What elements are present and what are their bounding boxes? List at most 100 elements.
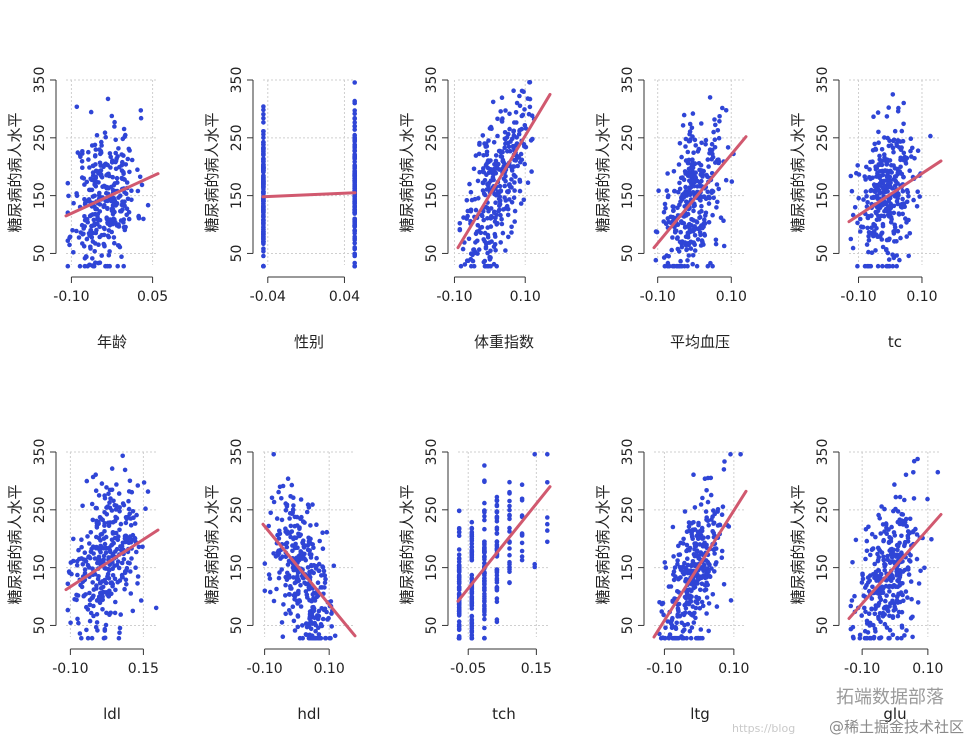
scatter-point <box>709 566 714 571</box>
scatter-point <box>712 145 718 150</box>
scatter-point <box>79 159 85 164</box>
scatter-point <box>698 502 704 507</box>
scatter-point <box>878 619 883 625</box>
scatter-point <box>709 147 715 153</box>
regression-line <box>847 159 943 224</box>
scatter-point <box>511 195 517 200</box>
scatter-point <box>489 126 494 131</box>
scatter-point <box>697 215 702 221</box>
scatter-point <box>460 246 466 252</box>
y-axis-label: 糖尿病的病人水平 <box>789 112 807 232</box>
scatter-point <box>859 580 865 585</box>
scatter-point <box>896 576 902 582</box>
scatter-point <box>469 629 475 635</box>
scatter-point <box>314 522 319 527</box>
scatter-point <box>697 230 703 235</box>
scatter-point <box>684 247 690 252</box>
scatter-point <box>674 236 680 241</box>
scatter-point <box>906 193 911 199</box>
scatter-point <box>314 594 320 600</box>
scatter-point <box>677 141 683 146</box>
scatter-point <box>135 581 140 586</box>
scatter-point <box>103 622 109 628</box>
scatter-point <box>456 579 462 584</box>
scatter-point <box>689 165 695 170</box>
scatter-point <box>288 584 293 589</box>
scatter-point <box>96 556 102 562</box>
scatter-point <box>456 533 462 538</box>
scatter-point <box>107 249 112 254</box>
scatter-point <box>105 205 110 211</box>
scatter-point <box>865 200 870 205</box>
scatter-point <box>98 168 104 173</box>
scatter-point <box>456 556 462 562</box>
scatter-point <box>310 635 315 641</box>
scatter-point <box>261 107 266 113</box>
scatter-point <box>116 222 121 227</box>
scatter-point <box>66 193 71 199</box>
scatter-point <box>99 481 105 486</box>
scatter-point <box>861 593 866 598</box>
scatter-point <box>883 562 888 567</box>
scatter-point <box>286 575 292 580</box>
scatter-point <box>106 228 112 233</box>
scatter-point <box>88 176 93 182</box>
scatter-point <box>127 561 132 566</box>
scatter-point <box>261 104 266 109</box>
scatter-point <box>884 173 890 179</box>
scatter-point <box>545 515 550 520</box>
scatter-point <box>514 100 520 106</box>
scatter-point <box>79 556 84 561</box>
scatter-point <box>709 188 715 194</box>
scatter-point <box>507 516 512 522</box>
scatter-point <box>690 261 695 267</box>
scatter-point <box>352 216 358 222</box>
scatter-point <box>121 502 127 508</box>
scatter-point <box>85 263 90 269</box>
scatter-point <box>717 119 722 124</box>
scatter-point <box>868 159 873 165</box>
scatter-point <box>331 563 337 569</box>
scatter-point <box>721 243 727 249</box>
scatter-point <box>494 539 500 544</box>
scatter-point <box>507 479 512 485</box>
scatter-point <box>706 628 711 634</box>
scatter-point <box>306 541 312 547</box>
scatter-point <box>293 541 298 547</box>
scatter-point <box>677 576 682 581</box>
scatter-point <box>261 120 266 125</box>
scatter-point <box>865 575 871 580</box>
scatter-point <box>269 495 275 501</box>
scatter-point <box>520 112 526 118</box>
scatter-point <box>688 635 694 641</box>
scatter-point <box>284 504 290 509</box>
scatter-point <box>706 569 711 574</box>
scatter-point <box>675 562 680 567</box>
scatter-point <box>705 263 711 269</box>
y-tick-label: 50 <box>424 617 440 635</box>
scatter-point <box>507 498 512 504</box>
scatter-point <box>261 230 266 235</box>
scatter-point <box>688 568 693 573</box>
y-tick-label: 250 <box>424 124 440 151</box>
scatter-point <box>102 162 107 168</box>
scatter-point <box>509 230 514 235</box>
scatter-point <box>682 568 688 574</box>
scatter-point <box>663 205 668 211</box>
scatter-point <box>469 553 475 558</box>
scatter-point <box>96 521 101 527</box>
scatter-point <box>893 607 898 612</box>
scatter-point <box>657 600 662 605</box>
scatter-point <box>700 536 705 541</box>
scatter-point <box>886 257 892 262</box>
scatter-point <box>283 582 288 588</box>
scatter-point <box>870 572 876 577</box>
scatter-point <box>532 452 537 457</box>
scatter-point <box>97 234 102 240</box>
scatter-point <box>145 489 151 494</box>
scatter-point <box>866 249 871 255</box>
scatter-point <box>892 225 898 230</box>
scatter-point <box>507 562 512 567</box>
scatter-point <box>682 509 688 514</box>
y-tick-label: 250 <box>620 124 636 151</box>
